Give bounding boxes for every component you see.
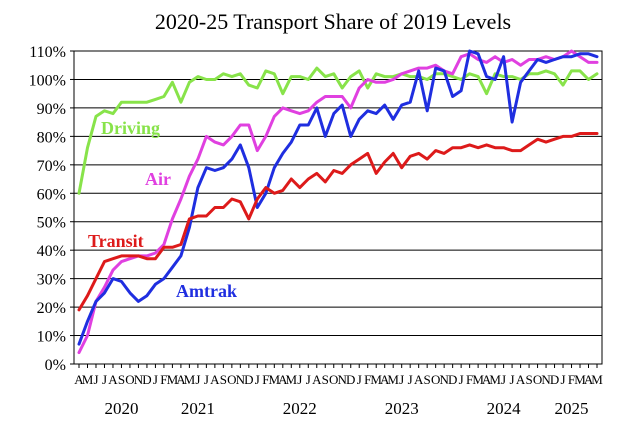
y-tick-label: 90% <box>37 101 66 118</box>
x-tick-label: J <box>561 372 566 387</box>
y-tick-label: 0% <box>45 357 66 374</box>
series-labels: Driving Air Transit Amtrak <box>88 118 237 301</box>
y-tick-label: 20% <box>37 300 66 317</box>
x-tick-label: J <box>510 372 515 387</box>
y-tick-label: 10% <box>37 329 66 346</box>
x-tick-label: A <box>74 372 84 387</box>
x-tick-label: M <box>472 372 484 387</box>
series-label-driving: Driving <box>101 118 160 138</box>
x-tick-label: J <box>306 372 311 387</box>
x-tick-label: D <box>448 372 457 387</box>
y-tick-label: 80% <box>37 129 66 146</box>
x-tick-label: J <box>297 372 302 387</box>
x-tick-label: D <box>550 372 559 387</box>
x-tick-label: S <box>525 372 532 387</box>
year-label: 2025 <box>555 399 589 418</box>
x-tick-label: M <box>286 372 298 387</box>
series-line-air <box>77 49 599 355</box>
x-tick-label: A <box>584 372 594 387</box>
x-tick-label: M <box>489 372 501 387</box>
y-tick-label: 60% <box>37 186 66 203</box>
y-tick-label: 70% <box>37 158 66 175</box>
x-tick-label: J <box>204 372 209 387</box>
x-tick-label: M <box>591 372 603 387</box>
x-tick-label: A <box>210 372 220 387</box>
x-tick-label: M <box>184 372 196 387</box>
x-tick-label: S <box>118 372 125 387</box>
x-tick-label: A <box>516 372 526 387</box>
x-tick-label: M <box>370 372 382 387</box>
x-tick-label: J <box>459 372 464 387</box>
x-tick-label: M <box>269 372 281 387</box>
x-tick-label: J <box>357 372 362 387</box>
x-tick-label: O <box>533 372 542 387</box>
chart-title: 2020-25 Transport Share of 2019 Levels <box>155 9 511 34</box>
x-tick-label: F <box>466 372 473 387</box>
x-tick-label: O <box>125 372 134 387</box>
x-tick-label: J <box>102 372 107 387</box>
x-tick-label: A <box>312 372 322 387</box>
y-tick-label: 30% <box>37 272 66 289</box>
x-tick-label: O <box>431 372 440 387</box>
x-tick-label: J <box>93 372 98 387</box>
y-tick-label: 100% <box>29 72 66 89</box>
x-tick-label: J <box>501 372 506 387</box>
year-label: 2020 <box>104 399 138 418</box>
y-tick-label: 110% <box>29 44 66 61</box>
x-tick-label: J <box>408 372 413 387</box>
year-label: 2023 <box>385 399 419 418</box>
x-tick-label: F <box>160 372 167 387</box>
x-tick-label: N <box>134 372 144 387</box>
x-tick-label: F <box>568 372 575 387</box>
series-label-air: Air <box>145 169 171 189</box>
x-tick-label: N <box>439 372 449 387</box>
x-tick-label: A <box>380 372 390 387</box>
x-tick-label: S <box>322 372 329 387</box>
x-tick-label: A <box>278 372 288 387</box>
series-line-driving <box>77 66 599 195</box>
x-tick-label: D <box>142 372 151 387</box>
y-tick-label: 40% <box>37 243 66 260</box>
x-tick-label: J <box>255 372 260 387</box>
x-tick-label: A <box>414 372 424 387</box>
year-label: 2024 <box>487 399 522 418</box>
series-label-transit: Transit <box>88 231 144 251</box>
x-tick-label: M <box>167 372 179 387</box>
y-tick-label: 50% <box>37 215 66 232</box>
year-label: 2021 <box>181 399 215 418</box>
series-lines <box>77 49 599 355</box>
x-tick-label: N <box>338 372 348 387</box>
x-tick-label: S <box>220 372 227 387</box>
x-tick-label: M <box>82 372 94 387</box>
x-tick-label: J <box>195 372 200 387</box>
x-tick-label: A <box>176 372 186 387</box>
series-line-amtrak <box>77 49 599 346</box>
x-tick-label: M <box>387 372 399 387</box>
x-tick-label: O <box>329 372 338 387</box>
x-tick-label: O <box>227 372 236 387</box>
gridlines <box>74 50 602 337</box>
x-tick-label: F <box>364 372 371 387</box>
x-tick-label: J <box>399 372 404 387</box>
year-label: 2022 <box>283 399 317 418</box>
x-tick-label: N <box>236 372 246 387</box>
x-axis: AM J J A S O N D J F MAM J J A S O N D J F MAM J J A S O N D J F MAM J J… <box>74 364 603 418</box>
x-tick-label: N <box>541 372 551 387</box>
x-tick-label: F <box>262 372 269 387</box>
series-line-transit <box>77 132 599 312</box>
x-tick-label: S <box>424 372 431 387</box>
y-axis: 0% 10% 20% 30% 40% 50% 60% 70% 80% 90% 100% 110% <box>29 44 74 374</box>
series-label-amtrak: Amtrak <box>176 281 237 301</box>
x-tick-label: A <box>108 372 118 387</box>
x-tick-label: A <box>482 372 492 387</box>
x-tick-label: D <box>346 372 355 387</box>
x-tick-label: M <box>574 372 586 387</box>
x-tick-label: D <box>244 372 253 387</box>
x-tick-label: J <box>153 372 158 387</box>
